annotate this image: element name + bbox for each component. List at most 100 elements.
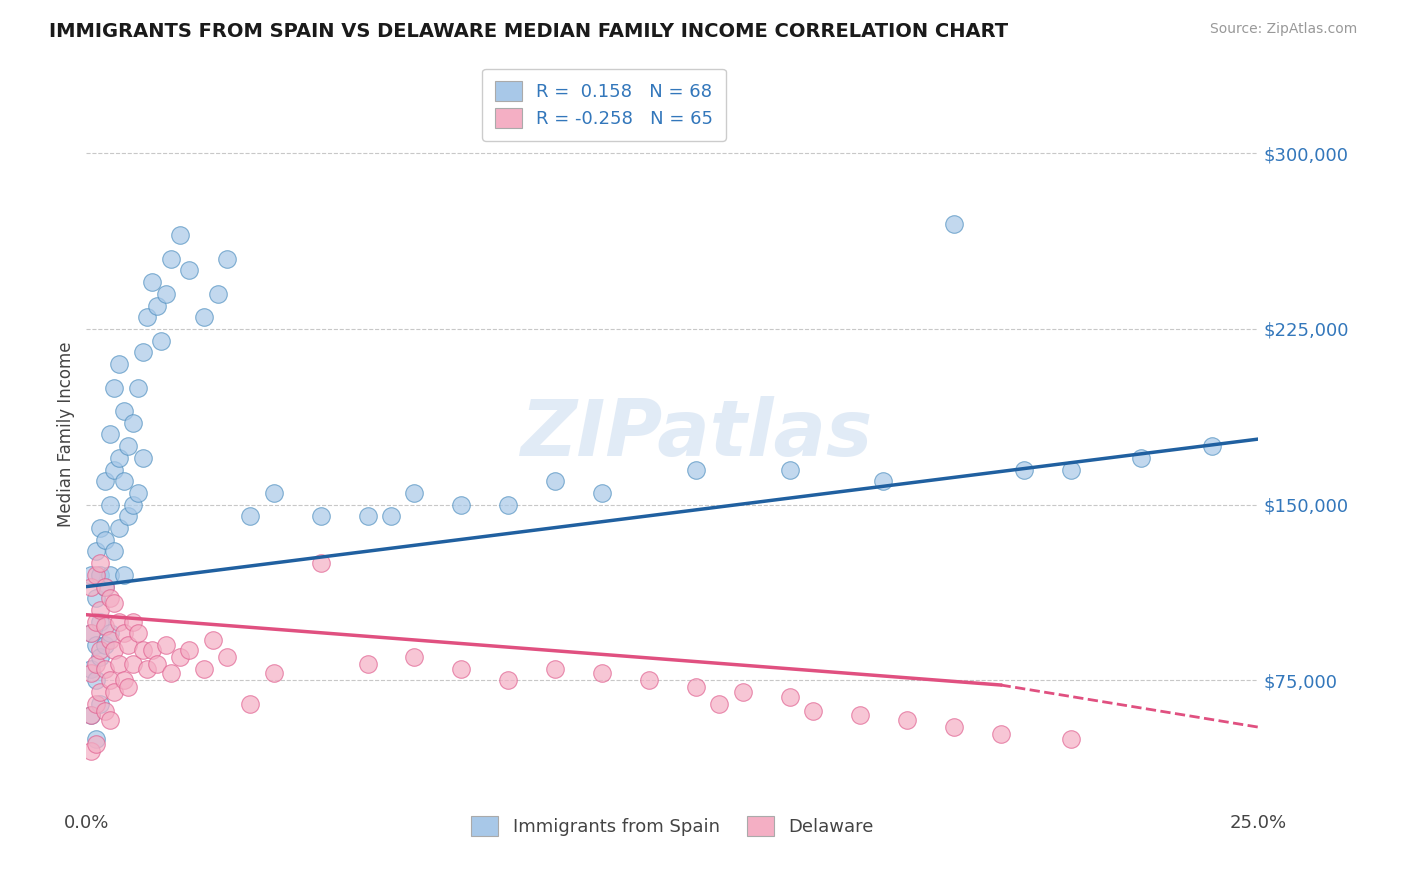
Point	[179, 643, 201, 657]
Point	[117, 509, 139, 524]
Point	[84, 638, 107, 652]
Point	[450, 498, 472, 512]
Point	[117, 681, 139, 695]
Point	[122, 498, 145, 512]
Point	[896, 713, 918, 727]
Point	[215, 649, 238, 664]
Point	[80, 580, 103, 594]
Point	[685, 681, 707, 695]
Point	[84, 591, 107, 606]
Point	[779, 462, 801, 476]
Point	[84, 673, 107, 688]
Point	[98, 591, 121, 606]
Point	[89, 649, 111, 664]
Point	[94, 638, 117, 652]
Point	[89, 643, 111, 657]
Point	[103, 462, 125, 476]
Point	[112, 568, 135, 582]
Point	[131, 450, 153, 465]
Point	[112, 626, 135, 640]
Y-axis label: Median Family Income: Median Family Income	[58, 342, 75, 527]
Point	[89, 697, 111, 711]
Point	[450, 662, 472, 676]
Point	[309, 556, 332, 570]
Point	[98, 568, 121, 582]
Point	[849, 708, 872, 723]
Point	[98, 673, 121, 688]
Point	[544, 474, 567, 488]
Point	[94, 474, 117, 488]
Point	[709, 697, 731, 711]
Point	[141, 643, 163, 657]
Point	[239, 697, 262, 711]
Legend: Immigrants from Spain, Delaware: Immigrants from Spain, Delaware	[463, 807, 883, 845]
Point	[84, 697, 107, 711]
Point	[1201, 439, 1223, 453]
Point	[80, 626, 103, 640]
Point	[404, 649, 426, 664]
Point	[80, 743, 103, 757]
Point	[94, 533, 117, 547]
Point	[498, 673, 520, 688]
Point	[108, 450, 131, 465]
Point	[80, 568, 103, 582]
Point	[179, 263, 201, 277]
Point	[638, 673, 661, 688]
Point	[108, 615, 131, 629]
Point	[193, 662, 215, 676]
Point	[544, 662, 567, 676]
Point	[1060, 731, 1083, 746]
Point	[685, 462, 707, 476]
Point	[89, 556, 111, 570]
Point	[122, 416, 145, 430]
Point	[141, 275, 163, 289]
Point	[159, 252, 181, 266]
Point	[112, 673, 135, 688]
Point	[263, 666, 285, 681]
Point	[404, 486, 426, 500]
Point	[159, 666, 181, 681]
Point	[84, 731, 107, 746]
Point	[872, 474, 894, 488]
Point	[89, 685, 111, 699]
Point	[309, 509, 332, 524]
Point	[801, 704, 824, 718]
Point	[1012, 462, 1035, 476]
Point	[155, 286, 177, 301]
Point	[380, 509, 402, 524]
Point	[127, 486, 149, 500]
Point	[193, 310, 215, 325]
Point	[127, 626, 149, 640]
Point	[122, 615, 145, 629]
Point	[145, 657, 167, 671]
Point	[98, 713, 121, 727]
Point	[94, 580, 117, 594]
Point	[136, 310, 159, 325]
Point	[108, 357, 131, 371]
Point	[89, 521, 111, 535]
Point	[89, 603, 111, 617]
Point	[112, 404, 135, 418]
Point	[103, 685, 125, 699]
Point	[80, 626, 103, 640]
Point	[215, 252, 238, 266]
Point	[80, 708, 103, 723]
Point	[112, 474, 135, 488]
Point	[136, 662, 159, 676]
Point	[145, 299, 167, 313]
Point	[89, 568, 111, 582]
Point	[84, 568, 107, 582]
Point	[94, 662, 117, 676]
Point	[84, 544, 107, 558]
Point	[103, 643, 125, 657]
Point	[131, 345, 153, 359]
Point	[108, 521, 131, 535]
Point	[239, 509, 262, 524]
Point	[942, 217, 965, 231]
Point	[94, 704, 117, 718]
Point	[356, 657, 378, 671]
Point	[1060, 462, 1083, 476]
Point	[131, 643, 153, 657]
Point	[117, 638, 139, 652]
Point	[591, 486, 613, 500]
